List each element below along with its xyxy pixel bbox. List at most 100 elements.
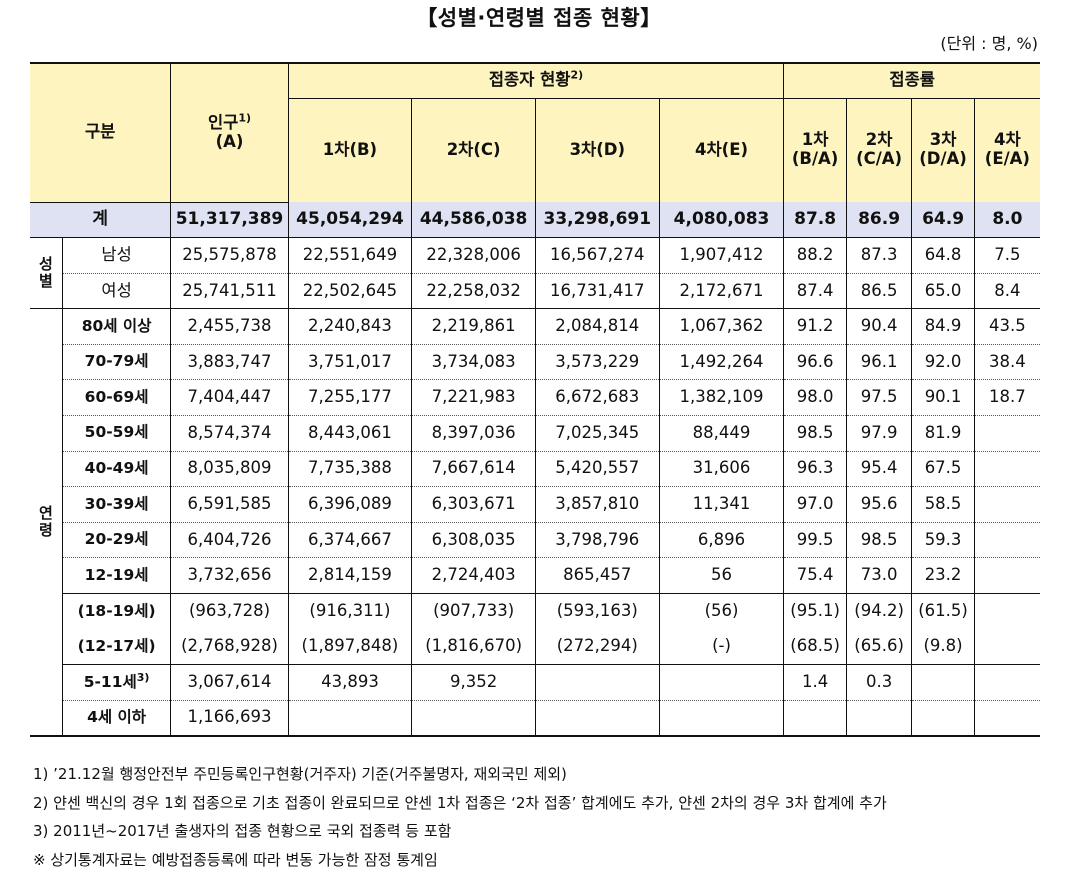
cell-r1: 87.4 (783, 273, 847, 310)
cell-d1: 6,374,667 (287, 522, 412, 559)
header-population: 인구1) (A) (170, 62, 289, 203)
table-row: 60-69세 7,404,447 7,255,177 7,221,983 6,672,6… (30, 379, 1040, 417)
total-r3: 64.9 (911, 202, 975, 239)
cell-d2: 8,397,036 (411, 415, 536, 452)
cell-d2: 3,734,083 (411, 344, 536, 381)
page-title: 【성별·연령별 접종 현황】 (416, 6, 662, 30)
cell-r3: (61.5) (911, 593, 975, 630)
cell-pop: 3,732,656 (170, 557, 289, 595)
cell-d4: 1,382,109 (658, 379, 784, 417)
row-label: 70-79세 (61, 344, 171, 381)
footnote: 3) 2011년~2017년 출생자의 접종 현황으로 국외 접종력 등 포함 (33, 822, 452, 840)
cell-r3: 84.9 (911, 308, 975, 345)
cell-r4 (973, 415, 1040, 452)
table-row: 40-49세 8,035,809 7,735,388 7,667,614 5,420,5… (30, 451, 1040, 488)
cell-d1: 7,255,177 (287, 379, 412, 417)
cell-r1: 91.2 (783, 308, 847, 345)
cell-d3: 16,731,417 (534, 273, 660, 310)
cell-r1: 1.4 (783, 664, 847, 701)
cell-r2: (94.2) (845, 593, 912, 630)
cell-d4: 1,907,412 (658, 237, 784, 274)
cell-r1: 88.2 (783, 237, 847, 274)
cell-r4: 38.4 (973, 344, 1040, 381)
cell-r2: 97.9 (845, 415, 912, 452)
cell-d1 (287, 700, 412, 737)
cell-d1: 22,502,645 (287, 273, 412, 310)
cell-r4 (973, 593, 1040, 630)
cell-r2: (65.6) (845, 629, 912, 666)
cell-d2: (907,733) (411, 593, 536, 630)
table-row: 4세 이하 1,166,693 (30, 700, 1040, 737)
cell-d2: 2,219,861 (411, 308, 536, 345)
table-row: 50-59세 8,574,374 8,443,061 8,397,036 7,025,3… (30, 415, 1040, 452)
cell-d2: 22,328,006 (411, 237, 536, 274)
cell-d3: 7,025,345 (534, 415, 660, 452)
cell-d3: 3,798,796 (534, 522, 660, 559)
cell-d3 (534, 700, 660, 737)
cell-d3: 6,672,683 (534, 379, 660, 417)
cell-d3: 2,084,814 (534, 308, 660, 345)
row-label: 남성 (61, 237, 171, 274)
table-row: 성별 남성 25,575,878 22,551,649 22,328,006 16,567… (30, 237, 1040, 310)
header-rate-4: 4차 (E/A) (973, 98, 1040, 202)
cell-r1: (68.5) (783, 629, 847, 666)
cell-r4 (973, 700, 1040, 737)
cell-pop: 2,455,738 (170, 308, 289, 345)
cell-r2: 73.0 (845, 557, 912, 595)
header-dose-3: 3차(D) (534, 98, 660, 202)
cell-r2: 86.5 (845, 273, 912, 310)
cell-pop: (2,768,928) (170, 629, 289, 666)
cell-d2: 6,303,671 (411, 486, 536, 523)
cell-d1: (1,897,848) (287, 629, 412, 666)
cell-r4: 43.5 (973, 308, 1040, 345)
cell-r1: 99.5 (783, 522, 847, 559)
cell-pop: 7,404,447 (170, 379, 289, 417)
row-label: 80세 이상 (61, 308, 171, 345)
footnote: 2) 얀센 백신의 경우 1회 접종으로 기초 접종이 완료되므로 얀센 1차 … (33, 793, 887, 812)
cell-d1: 3,751,017 (287, 344, 412, 381)
cell-r1 (783, 700, 847, 737)
cell-r2: 98.5 (845, 522, 912, 559)
cell-r2: 0.3 (845, 664, 912, 701)
cell-pop: 6,591,585 (170, 486, 289, 523)
cell-d2: 6,308,035 (411, 522, 536, 559)
cell-d2: 7,667,614 (411, 451, 536, 488)
cell-d4 (658, 664, 784, 701)
cell-pop: (963,728) (170, 593, 289, 630)
cell-d3: 5,420,557 (534, 451, 660, 488)
total-r4: 8.0 (973, 202, 1040, 239)
cell-d2: 2,724,403 (411, 557, 536, 595)
cell-d4: (56) (658, 593, 784, 630)
cell-r4: 18.7 (973, 379, 1040, 417)
cell-r2: 87.3 (845, 237, 912, 274)
cell-r2: 97.5 (845, 379, 912, 417)
group-label-age: 연령 (30, 308, 63, 737)
cell-d3: 16,567,274 (534, 237, 660, 274)
header-vaccinated: 접종자 현황2) (287, 62, 784, 99)
row-label: 30-39세 (61, 486, 171, 523)
header-category: 구분 (30, 62, 171, 203)
cell-r3: 90.1 (911, 379, 975, 417)
header-dose-2: 2차(C) (411, 98, 536, 202)
cell-r2 (845, 700, 912, 737)
table-row: (12-17세) (2,768,928) (1,897,848) (1,816,670… (30, 629, 1040, 666)
cell-r3: 58.5 (911, 486, 975, 523)
row-label: 20-29세 (61, 522, 171, 559)
cell-r4 (973, 486, 1040, 523)
cell-d1: 6,396,089 (287, 486, 412, 523)
table-row: 연령 80세 이상 2,455,738 2,240,843 2,219,861 2,084… (30, 308, 1040, 737)
cell-pop: 1,166,693 (170, 700, 289, 737)
cell-d2: 22,258,032 (411, 273, 536, 310)
cell-r1: (95.1) (783, 593, 847, 630)
cell-d3: (593,163) (534, 593, 660, 630)
cell-d4: 31,606 (658, 451, 784, 488)
cell-d1: 8,443,061 (287, 415, 412, 452)
total-r2: 86.9 (845, 202, 912, 239)
cell-pop: 25,741,511 (170, 273, 289, 310)
cell-d3: 3,857,810 (534, 486, 660, 523)
cell-d4: 1,067,362 (658, 308, 784, 345)
cell-d1: 2,240,843 (287, 308, 412, 345)
header-rate-3: 3차 (D/A) (911, 98, 975, 202)
total-d2: 44,586,038 (411, 202, 536, 239)
cell-r3 (911, 664, 975, 701)
